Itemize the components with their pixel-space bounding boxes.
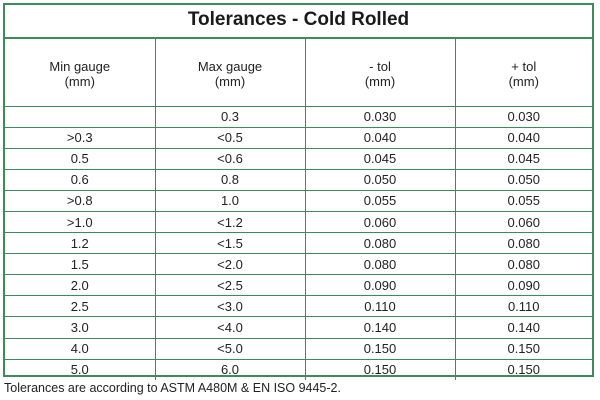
cell-min-gauge: 2.0 (5, 274, 155, 297)
cell-max-gauge: <0.5 (154, 127, 305, 149)
cell-minus-tol: 0.090 (304, 274, 455, 297)
table-row: 1.2 <1.5 0.080 0.080 (5, 232, 592, 255)
cell-min-gauge: 4.0 (5, 338, 155, 360)
header-minus-tol: - tol (mm) (304, 37, 455, 107)
table-row: >0.3 <0.5 0.040 0.040 (5, 127, 592, 149)
cell-minus-tol: 0.150 (304, 338, 455, 360)
cell-minus-tol: 0.080 (304, 253, 455, 276)
cell-plus-tol: 0.090 (454, 274, 592, 297)
header-label: - tol (369, 59, 391, 74)
cell-minus-tol: 0.040 (304, 127, 455, 149)
cell-plus-tol: 0.050 (454, 169, 592, 191)
cell-min-gauge (5, 106, 155, 128)
table-row: 0.5 <0.6 0.045 0.045 (5, 148, 592, 170)
cell-plus-tol: 0.140 (454, 316, 592, 339)
table-row: 1.5 <2.0 0.080 0.080 (5, 253, 592, 276)
tolerance-table: Min gauge (mm) Max gauge (mm) - tol (mm)… (5, 37, 592, 381)
cell-min-gauge: >0.8 (5, 190, 155, 212)
cell-minus-tol: 0.080 (304, 232, 455, 255)
cell-max-gauge: <1.5 (154, 232, 305, 255)
cell-plus-tol: 0.150 (454, 338, 592, 360)
cell-min-gauge: 0.5 (5, 148, 155, 170)
header-unit: (mm) (64, 74, 95, 89)
header-row: Min gauge (mm) Max gauge (mm) - tol (mm)… (5, 37, 592, 107)
table-title: Tolerances - Cold Rolled (187, 9, 410, 30)
cell-min-gauge: >0.3 (5, 127, 155, 149)
header-label: Min gauge (49, 59, 111, 74)
cell-plus-tol: 0.080 (454, 253, 592, 276)
table-row: 4.0 <5.0 0.150 0.150 (5, 338, 592, 360)
header-plus-tol: + tol (mm) (454, 37, 592, 107)
cell-plus-tol: 0.055 (454, 190, 592, 212)
cell-plus-tol: 0.040 (454, 127, 592, 149)
table-row: 5.0 6.0 0.150 0.150 (5, 359, 592, 381)
table-row: 3.0 <4.0 0.140 0.140 (5, 316, 592, 339)
cell-minus-tol: 0.110 (304, 295, 455, 318)
table-row: 2.5 <3.0 0.110 0.110 (5, 295, 592, 318)
cell-minus-tol: 0.055 (304, 190, 455, 212)
cell-minus-tol: 0.060 (304, 211, 455, 234)
cell-max-gauge: 0.3 (154, 106, 305, 128)
cell-max-gauge: 0.8 (154, 169, 305, 191)
cell-plus-tol: 0.030 (454, 106, 592, 128)
cell-min-gauge: 0.6 (5, 169, 155, 191)
header-min-gauge: Min gauge (mm) (5, 37, 155, 107)
table-row: >1.0 <1.2 0.060 0.060 (5, 211, 592, 234)
header-unit: (mm) (364, 74, 396, 89)
cell-minus-tol: 0.045 (304, 148, 455, 170)
header-unit: (mm) (214, 74, 246, 89)
cell-min-gauge: 2.5 (5, 295, 155, 318)
cell-plus-tol: 0.060 (454, 211, 592, 234)
footnote: Tolerances are according to ASTM A480M &… (4, 381, 341, 395)
cell-max-gauge: <5.0 (154, 338, 305, 360)
header-max-gauge: Max gauge (mm) (154, 37, 305, 107)
cell-max-gauge: <2.5 (154, 274, 305, 297)
cell-plus-tol: 0.110 (454, 295, 592, 318)
header-unit: (mm) (508, 74, 539, 89)
cell-minus-tol: 0.050 (304, 169, 455, 191)
table-row: 0.6 0.8 0.050 0.050 (5, 169, 592, 191)
cell-max-gauge: <4.0 (154, 316, 305, 339)
table-frame: Tolerances - Cold Rolled Min gauge (mm) … (3, 3, 594, 381)
cell-max-gauge: <2.0 (154, 253, 305, 276)
cell-min-gauge: 5.0 (70, 362, 89, 378)
table-row: 2.0 <2.5 0.090 0.090 (5, 274, 592, 297)
cell-min-gauge: 1.2 (5, 232, 155, 255)
cell-minus-tol: 0.150 (304, 359, 455, 381)
cell-minus-tol: 0.140 (304, 316, 455, 339)
cell-plus-tol: 0.045 (454, 148, 592, 170)
cell-max-gauge: 1.0 (154, 190, 305, 212)
cell-max-gauge: <3.0 (154, 295, 305, 318)
table-row: 0.3 0.030 0.030 (5, 106, 592, 128)
header-label: + tol (511, 59, 537, 74)
cell-min-gauge: 1.5 (5, 253, 155, 276)
cell-max-gauge: 6.0 (154, 359, 305, 381)
cell-min-gauge: >1.0 (5, 211, 155, 234)
cell-max-gauge: <0.6 (154, 148, 305, 170)
cell-max-gauge: <1.2 (154, 211, 305, 234)
cell-plus-tol: 0.080 (454, 232, 592, 255)
header-label: Max gauge (197, 59, 263, 74)
cell-min-gauge: 3.0 (5, 316, 155, 339)
cell-plus-tol: 0.150 (454, 359, 592, 381)
cell-minus-tol: 0.030 (304, 106, 455, 128)
table-row: >0.8 1.0 0.055 0.055 (5, 190, 592, 212)
